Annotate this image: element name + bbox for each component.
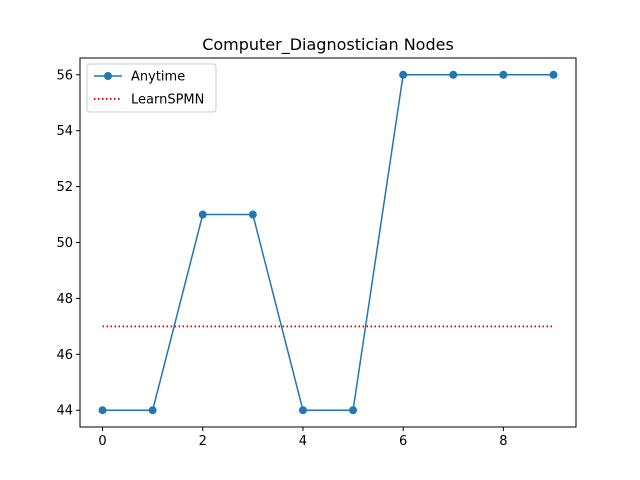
x-tick-label: 6 [399, 434, 407, 449]
y-tick-label: 56 [56, 68, 73, 83]
y-tick-label: 54 [56, 124, 73, 139]
x-tick-label: 4 [299, 434, 307, 449]
x-tick-label: 8 [499, 434, 507, 449]
chart-title: Computer_Diagnostician Nodes [202, 35, 454, 55]
legend-marker [104, 72, 112, 80]
y-tick-label: 44 [56, 404, 73, 419]
data-point [198, 210, 207, 219]
data-point [399, 70, 408, 79]
data-point [349, 406, 358, 415]
plot-area [98, 70, 558, 415]
data-point [148, 406, 157, 415]
legend: Anytime LearnSPMN [86, 63, 217, 113]
data-point [248, 210, 257, 219]
series-line-anytime [102, 74, 554, 411]
x-tick-label: 0 [98, 434, 106, 449]
y-tick-label: 52 [56, 180, 73, 195]
x-tick-label: 2 [199, 434, 207, 449]
data-point [98, 406, 107, 415]
legend-label-learnspmn: LearnSPMN [131, 93, 204, 108]
legend-label-anytime: Anytime [131, 70, 185, 85]
y-tick-label: 48 [56, 292, 73, 307]
data-point [549, 70, 558, 79]
y-tick-label: 50 [56, 236, 73, 251]
data-point [449, 70, 458, 79]
data-point [499, 70, 508, 79]
y-tick-label: 46 [56, 348, 73, 363]
data-point [298, 406, 307, 415]
